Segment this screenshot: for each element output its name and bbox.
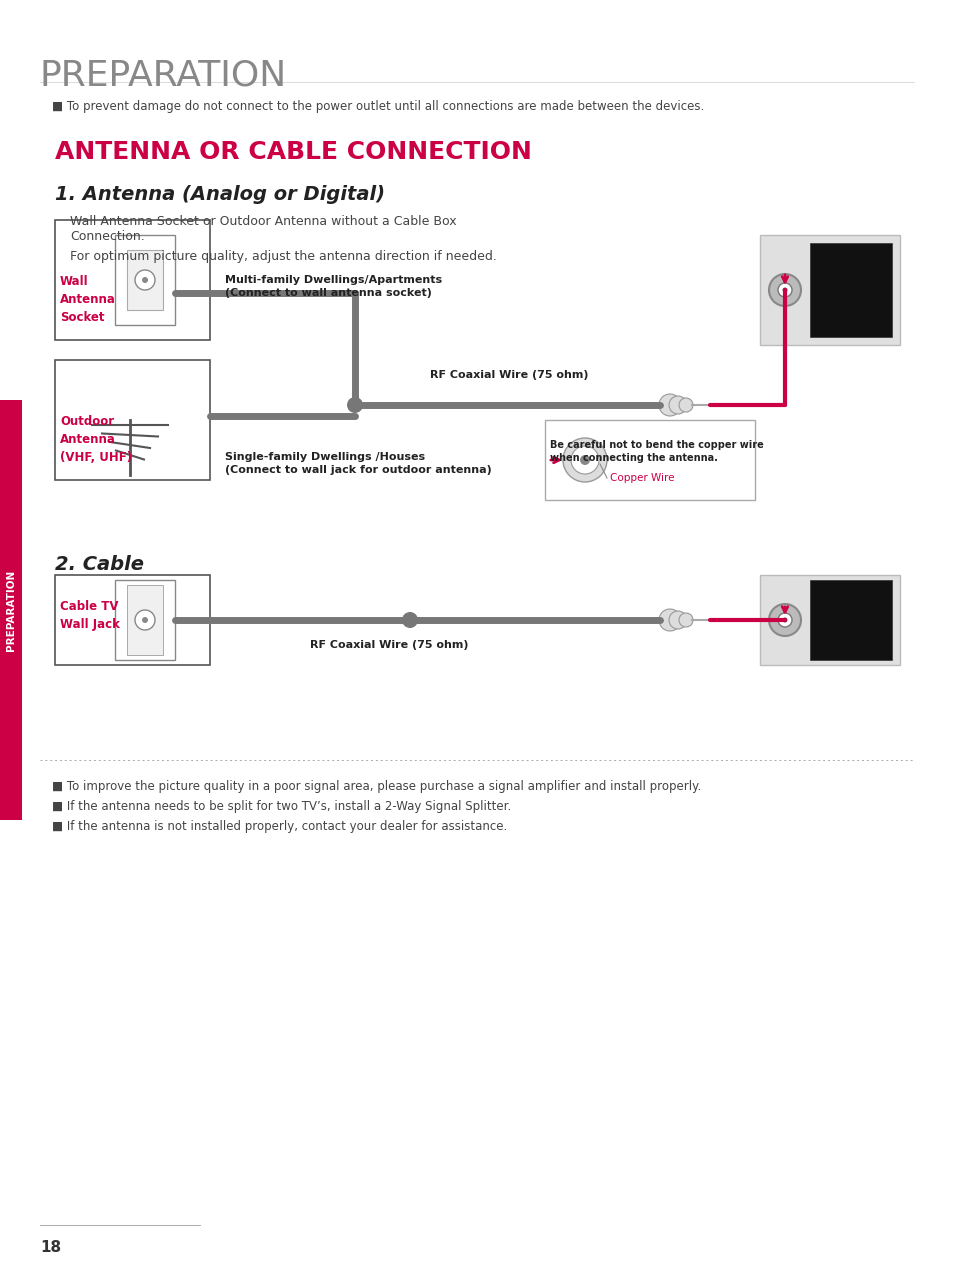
Text: ANTENNA OR CABLE CONNECTION: ANTENNA OR CABLE CONNECTION — [55, 140, 532, 164]
Text: PREPARATION: PREPARATION — [40, 59, 287, 92]
Circle shape — [679, 613, 692, 627]
Text: PREPARATION: PREPARATION — [6, 570, 16, 650]
Circle shape — [781, 617, 786, 622]
Text: 18: 18 — [40, 1240, 61, 1255]
Text: Wall Antenna Socket or Outdoor Antenna without a Cable Box: Wall Antenna Socket or Outdoor Antenna w… — [70, 215, 456, 228]
Circle shape — [768, 604, 801, 636]
Circle shape — [562, 438, 606, 482]
Bar — [0, 399, 22, 820]
Circle shape — [142, 617, 148, 623]
Circle shape — [778, 282, 791, 296]
Circle shape — [659, 609, 680, 631]
Text: ■ If the antenna is not installed properly, contact your dealer for assistance.: ■ If the antenna is not installed proper… — [52, 820, 507, 833]
Bar — [809, 580, 891, 660]
Text: Cable TV
Wall Jack: Cable TV Wall Jack — [60, 600, 120, 631]
Circle shape — [668, 611, 686, 628]
Text: 2. Cable: 2. Cable — [55, 555, 144, 574]
Bar — [544, 420, 754, 500]
Text: Copper Wire: Copper Wire — [609, 473, 674, 483]
Bar — [760, 575, 899, 665]
Text: Outdoor
Antenna
(VHF, UHF): Outdoor Antenna (VHF, UHF) — [60, 415, 132, 464]
Text: RF Coaxial Wire (75 ohm): RF Coaxial Wire (75 ohm) — [310, 640, 468, 650]
Text: 1. Antenna (Analog or Digital): 1. Antenna (Analog or Digital) — [55, 184, 385, 204]
Circle shape — [135, 270, 154, 290]
Bar — [115, 235, 174, 326]
Text: ■ If the antenna needs to be split for two TV’s, install a 2-Way Signal Splitter: ■ If the antenna needs to be split for t… — [52, 800, 511, 813]
Circle shape — [768, 273, 801, 307]
Text: Connection.: Connection. — [70, 230, 145, 243]
Text: ■ To prevent damage do not connect to the power outlet until all connections are: ■ To prevent damage do not connect to th… — [52, 100, 703, 113]
Text: RF Coaxial Wire (75 ohm): RF Coaxial Wire (75 ohm) — [430, 370, 588, 380]
Text: For optimum picture quality, adjust the antenna direction if needed.: For optimum picture quality, adjust the … — [70, 251, 497, 263]
Circle shape — [778, 613, 791, 627]
Circle shape — [135, 611, 154, 630]
Circle shape — [659, 394, 680, 416]
Circle shape — [142, 277, 148, 282]
Circle shape — [679, 398, 692, 412]
Circle shape — [347, 397, 363, 413]
Text: Wall
Antenna
Socket: Wall Antenna Socket — [60, 275, 115, 324]
Bar — [55, 575, 210, 665]
Circle shape — [579, 455, 589, 466]
Circle shape — [401, 612, 417, 628]
Bar — [55, 220, 210, 340]
Circle shape — [668, 396, 686, 413]
Bar — [127, 251, 163, 310]
Text: ■ To improve the picture quality in a poor signal area, please purchase a signal: ■ To improve the picture quality in a po… — [52, 780, 700, 792]
Circle shape — [781, 287, 786, 293]
Text: Multi-family Dwellings/Apartments
(Connect to wall antenna socket): Multi-family Dwellings/Apartments (Conne… — [225, 275, 441, 298]
Bar — [55, 360, 210, 480]
Circle shape — [571, 446, 598, 474]
Text: Single-family Dwellings /Houses
(Connect to wall jack for outdoor antenna): Single-family Dwellings /Houses (Connect… — [225, 452, 491, 476]
Text: Be careful not to bend the copper wire
when connecting the antenna.: Be careful not to bend the copper wire w… — [550, 440, 763, 463]
Bar — [760, 235, 899, 345]
Bar — [115, 580, 174, 660]
Bar — [127, 585, 163, 655]
Bar — [809, 243, 891, 337]
